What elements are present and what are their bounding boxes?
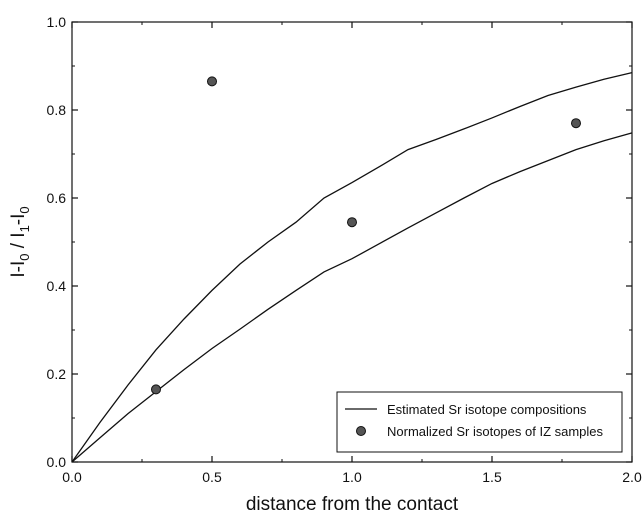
- y-axis-title-part: -I: [8, 214, 29, 226]
- lower-estimate-line: [71, 132, 633, 463]
- y-tick-label: 0.0: [47, 454, 67, 470]
- upper-estimate-line: [71, 71, 633, 463]
- x-tick-label: 1.5: [482, 469, 502, 485]
- legend-marker-swatch: [356, 426, 366, 436]
- y-axis-title-part: I-I: [8, 261, 29, 278]
- y-axis-title-part: / I: [8, 232, 29, 253]
- y-tick-label: 0.6: [47, 190, 67, 206]
- plot-frame: [71, 21, 633, 463]
- y-tick-label: 0.8: [47, 102, 67, 118]
- sample-point: [571, 118, 581, 129]
- sample-point: [207, 76, 217, 87]
- legend-label: Estimated Sr isotope compositions: [387, 402, 587, 417]
- y-axis-title: I-I0 / I1-I0: [8, 206, 32, 277]
- y-axis-title-subscript: 0: [17, 206, 32, 213]
- x-tick-label: 2.0: [622, 469, 642, 485]
- x-axis-title: distance from the contact: [246, 494, 459, 515]
- x-tick-label: 0.5: [202, 469, 222, 485]
- x-tick-label: 0.0: [62, 469, 82, 485]
- y-tick-label: 0.4: [47, 278, 67, 294]
- legend-box: [336, 391, 623, 453]
- sample-point: [347, 217, 357, 228]
- y-tick-label: 1.0: [47, 14, 67, 30]
- x-tick-label: 1.0: [342, 469, 362, 485]
- y-tick-label: 0.2: [47, 366, 67, 382]
- plot-series: [71, 71, 633, 463]
- legend: Estimated Sr isotope compositions Normali…: [336, 391, 623, 453]
- y-axis-title-subscript: 1: [17, 225, 32, 232]
- y-axis-title-subscript: 0: [17, 254, 32, 261]
- legend-label: Normalized Sr isotopes of IZ samples: [387, 424, 604, 439]
- sample-point: [151, 384, 161, 395]
